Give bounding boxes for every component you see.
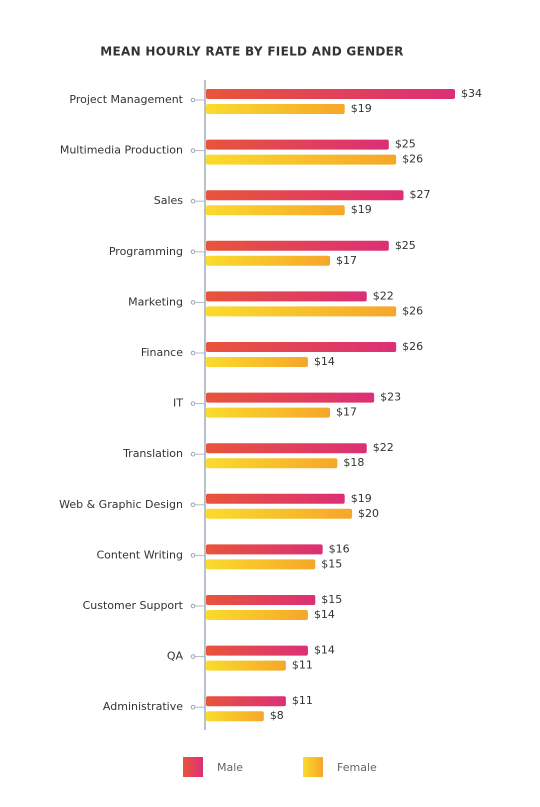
legend-label: Female [337,761,377,774]
category-dot [190,350,196,356]
category-dot [190,704,196,710]
bar [206,595,316,605]
category-dot [190,553,196,558]
bar [206,696,286,707]
category-label: Marketing [128,295,183,308]
category-label: Customer Support [83,599,184,612]
category-label: Multimedia Production [60,144,183,157]
value-label: $14 [314,355,335,368]
category-dot [190,603,196,609]
value-label: $26 [402,304,423,317]
category-label: QA [167,650,184,663]
category-label: Programming [109,245,183,258]
category-dot [190,198,196,204]
value-label: $22 [373,289,394,302]
category-label: Web & Graphic Design [59,498,183,511]
category-label: Content Writing [96,548,183,561]
value-label: $27 [410,188,431,201]
value-label: $15 [321,557,342,570]
category-dot [190,401,196,406]
legend-swatch [303,757,323,777]
bar [206,306,397,317]
category-label: Finance [141,346,183,359]
bar [206,342,397,352]
category-label: Translation [122,447,183,460]
category-dot [190,148,196,153]
bar [206,104,345,114]
bar [206,255,330,266]
legend-swatch [183,757,203,777]
bar [206,443,367,454]
category-dot [190,502,196,508]
category-label: Sales [154,194,184,207]
value-label: $16 [329,542,350,555]
value-label: $14 [314,608,335,621]
bar [206,508,353,519]
category-dot [190,451,196,457]
category-label: Administrative [103,700,183,713]
value-label: $26 [402,153,423,166]
bar [206,610,308,620]
value-label: $34 [461,87,482,100]
value-label: $25 [395,239,416,252]
bar [206,392,375,403]
value-label: $19 [351,203,372,216]
bar [206,240,389,251]
category-dot [190,300,196,305]
bar [206,711,264,722]
bar [206,139,389,150]
value-label: $17 [336,406,357,419]
value-label: $15 [321,593,342,606]
value-label: $18 [343,456,364,469]
legend-label: Male [217,761,243,774]
value-label: $14 [314,644,335,657]
value-label: $23 [380,391,401,404]
bar [206,190,404,201]
category-dot [190,654,196,659]
bar [206,660,286,671]
bar [206,559,316,570]
bar [206,544,323,555]
value-label: $8 [270,709,284,722]
category-label: Project Management [69,93,183,106]
category-dot [190,97,196,103]
bar [206,645,308,656]
bar [206,493,345,504]
bar [206,154,397,165]
chart-title: MEAN HOURLY RATE BY FIELD AND GENDER [100,45,403,59]
value-label: $11 [292,694,313,707]
value-label: $11 [292,659,313,672]
bar [206,291,367,302]
value-label: $17 [336,254,357,267]
bar [206,205,345,216]
bar [206,89,455,99]
bar [206,357,308,367]
value-label: $19 [351,492,372,505]
category-label: IT [173,397,183,410]
value-label: $25 [395,138,416,151]
value-label: $26 [402,340,423,353]
bar [206,407,330,418]
value-label: $20 [358,507,379,520]
value-label: $19 [351,102,372,115]
value-label: $22 [373,441,394,454]
bar [206,458,338,469]
category-dot [190,249,196,255]
